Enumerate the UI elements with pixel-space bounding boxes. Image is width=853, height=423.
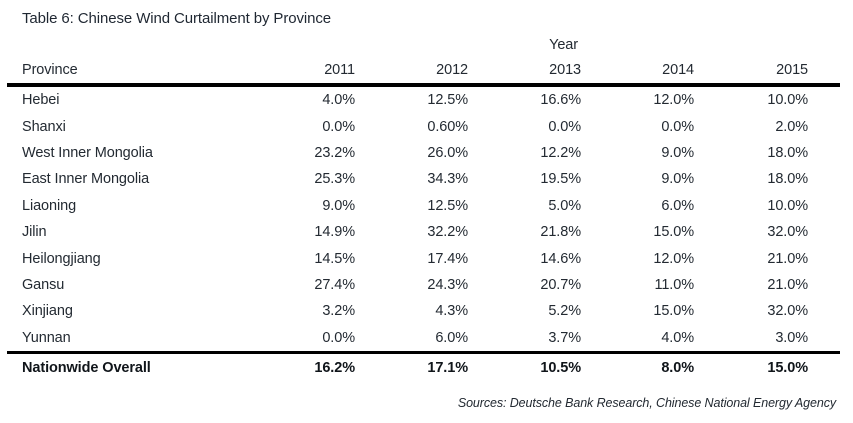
value-cell: 9.0%: [322, 197, 355, 214]
value-cell: 4.0%: [322, 92, 355, 109]
column-header-2012: 2012: [355, 57, 468, 87]
value-cell: 0.0%: [322, 329, 355, 346]
year-group-row: Year: [7, 33, 840, 57]
province-cell: Jilin: [22, 224, 47, 241]
value-cell: 34.3%: [427, 171, 468, 188]
value-cell: 9.0%: [661, 144, 694, 161]
value-cell: 2.0%: [775, 118, 808, 135]
province-cell: Hebei: [22, 92, 60, 109]
value-cell: 11.0%: [654, 276, 694, 293]
table-row-nationwide-overall: Nationwide Overall 16.2% 17.1% 10.5% 8.0…: [7, 350, 840, 383]
value-cell: 18.0%: [767, 144, 808, 161]
value-cell: 25.3%: [314, 171, 355, 188]
table-header-row: Province 2011 2012 2013 2014 2015: [7, 57, 840, 87]
value-cell: 12.2%: [540, 144, 581, 161]
value-cell: 10.0%: [767, 197, 808, 214]
value-cell: 3.7%: [548, 329, 581, 346]
table-row-yunnan: Yunnan 0.0% 6.0% 3.7% 4.0% 3.0%: [7, 325, 840, 353]
value-cell: 12.5%: [427, 197, 468, 214]
column-header-2015: 2015: [694, 57, 840, 87]
value-cell: 27.4%: [314, 276, 355, 293]
table-row-shanxi: Shanxi 0.0% 0.60% 0.0% 0.0% 2.0%: [7, 113, 840, 139]
value-cell: 16.6%: [540, 92, 581, 109]
value-cell: 6.0%: [661, 197, 694, 214]
nationwide-value-cell: 10.5%: [468, 350, 581, 383]
table-title: Table 6: Chinese Wind Curtailment by Pro…: [22, 10, 331, 27]
value-cell: 3.2%: [322, 303, 355, 320]
province-cell: Yunnan: [22, 329, 71, 346]
value-cell: 0.60%: [427, 118, 468, 135]
value-cell: 24.3%: [427, 276, 468, 293]
province-cell: East Inner Mongolia: [22, 171, 150, 188]
table-row-gansu: Gansu 27.4% 24.3% 20.7% 11.0% 21.0%: [7, 272, 840, 298]
value-cell: 17.4%: [427, 250, 468, 267]
value-cell: 15.0%: [653, 303, 694, 320]
value-cell: 14.5%: [314, 250, 355, 267]
value-cell: 18.0%: [767, 171, 808, 188]
value-cell: 21.0%: [767, 276, 808, 293]
column-header-province: Province: [7, 57, 242, 87]
source-note: Sources: Deutsche Bank Research, Chinese…: [457, 395, 836, 410]
value-cell: 4.0%: [661, 329, 694, 346]
value-cell: 5.0%: [548, 197, 581, 214]
value-cell: 0.0%: [548, 118, 581, 135]
year-group-label: Year: [549, 37, 578, 53]
nationwide-value-cell: 15.0%: [694, 350, 840, 383]
value-cell: 0.0%: [322, 118, 355, 135]
column-header-2013: 2013: [468, 57, 581, 87]
value-cell: 4.3%: [435, 303, 468, 320]
curtailment-table: Year Province 2011 2012 2013 2014 2015 H…: [7, 33, 840, 383]
province-cell: Gansu: [22, 276, 65, 293]
value-cell: 32.0%: [767, 224, 808, 241]
table-row-xinjiang: Xinjiang 3.2% 4.3% 5.2% 15.0% 32.0%: [7, 298, 840, 324]
value-cell: 12.0%: [653, 92, 694, 109]
value-cell: 0.0%: [661, 118, 694, 135]
value-cell: 19.5%: [540, 171, 581, 188]
value-cell: 20.7%: [540, 276, 581, 293]
value-cell: 21.8%: [540, 224, 581, 241]
column-header-2014: 2014: [581, 57, 694, 87]
value-cell: 12.5%: [427, 92, 468, 109]
value-cell: 9.0%: [661, 171, 694, 188]
value-cell: 32.2%: [427, 224, 468, 241]
value-cell: 32.0%: [767, 303, 808, 320]
table-row-east-inner-mongolia: East Inner Mongolia 25.3% 34.3% 19.5% 9.…: [7, 166, 840, 192]
province-cell: Liaoning: [22, 197, 77, 214]
nationwide-value-cell: 17.1%: [355, 350, 468, 383]
province-cell: Shanxi: [22, 118, 66, 135]
table-row-liaoning: Liaoning 9.0% 12.5% 5.0% 6.0% 10.0%: [7, 193, 840, 219]
value-cell: 14.6%: [540, 250, 581, 267]
value-cell: 10.0%: [767, 92, 808, 109]
nationwide-value-cell: 16.2%: [242, 350, 355, 383]
nationwide-value-cell: 8.0%: [581, 350, 694, 383]
value-cell: 12.0%: [653, 250, 694, 267]
value-cell: 23.2%: [314, 144, 355, 161]
province-cell: Xinjiang: [22, 303, 73, 320]
value-cell: 15.0%: [653, 224, 694, 241]
value-cell: 5.2%: [548, 303, 581, 320]
value-cell: 3.0%: [775, 329, 808, 346]
province-cell: West Inner Mongolia: [22, 144, 153, 161]
value-cell: 21.0%: [767, 250, 808, 267]
table-row-hebei: Hebei 4.0% 12.5% 16.6% 12.0% 10.0%: [7, 85, 840, 113]
spacer-cell: [7, 33, 468, 57]
nationwide-label-cell: Nationwide Overall: [7, 350, 242, 383]
value-cell: 14.9%: [314, 224, 355, 241]
table-row-west-inner-mongolia: West Inner Mongolia 23.2% 26.0% 12.2% 9.…: [7, 140, 840, 166]
column-header-2011: 2011: [242, 57, 355, 87]
value-cell: 6.0%: [435, 329, 468, 346]
table-row-jilin: Jilin 14.9% 32.2% 21.8% 15.0% 32.0%: [7, 219, 840, 245]
table-row-heilongjiang: Heilongjiang 14.5% 17.4% 14.6% 12.0% 21.…: [7, 245, 840, 271]
spacer-cell: [581, 33, 840, 57]
province-cell: Heilongjiang: [22, 250, 101, 267]
value-cell: 26.0%: [427, 144, 468, 161]
